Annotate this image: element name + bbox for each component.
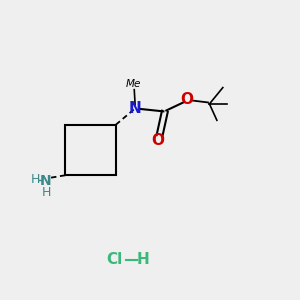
Text: O: O <box>152 133 164 148</box>
Text: Cl: Cl <box>106 253 122 268</box>
Text: N: N <box>40 174 52 188</box>
Text: H: H <box>31 173 40 186</box>
Text: H: H <box>136 253 149 268</box>
Text: Me: Me <box>126 79 141 89</box>
Text: H: H <box>41 186 51 199</box>
Text: N: N <box>129 101 142 116</box>
Text: O: O <box>181 92 194 107</box>
